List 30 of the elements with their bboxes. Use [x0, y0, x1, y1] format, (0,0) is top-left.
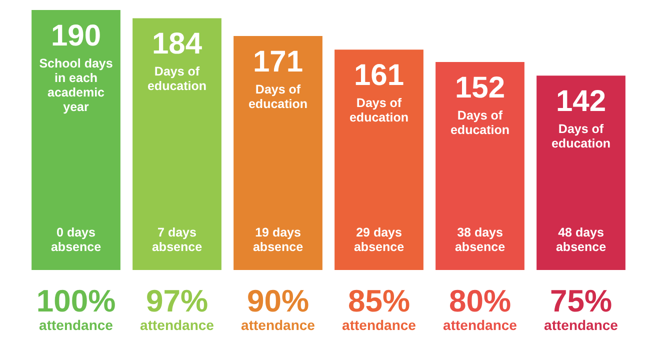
- x-tick-label: 100% attendance: [36, 284, 116, 333]
- bar: [436, 62, 524, 270]
- x-tick-label: 75% attendance: [544, 284, 618, 333]
- annotation: Days of education: [147, 64, 207, 94]
- annotation: 38 days absence: [454, 225, 506, 254]
- bar: [536, 76, 626, 270]
- data-label: 171: [252, 45, 304, 78]
- annotation: 19 days absence: [252, 225, 304, 254]
- annotation: 48 days absence: [556, 225, 606, 254]
- annotation: School days in each academic year: [39, 56, 113, 114]
- data-label: 184: [152, 27, 202, 60]
- x-tick-label: 85% attendance: [342, 284, 416, 333]
- bar: [32, 10, 120, 270]
- x-tick-label: 80% attendance: [443, 284, 518, 333]
- annotation: Days of education: [450, 108, 510, 137]
- x-tick-label: 90% attendance: [241, 284, 316, 333]
- annotation: 0 days absence: [50, 225, 102, 254]
- data-label: 152: [454, 71, 506, 104]
- x-tick-label: 97% attendance: [140, 284, 214, 333]
- data-label: 190: [50, 19, 102, 52]
- data-label: 142: [556, 84, 606, 118]
- bar: [132, 18, 222, 270]
- annotation: 7 days absence: [152, 225, 202, 254]
- bar: [334, 50, 424, 270]
- data-label: 161: [354, 58, 404, 92]
- bar: [234, 36, 322, 270]
- annotation: Days of education: [349, 96, 409, 125]
- annotation: Days of education: [248, 82, 308, 111]
- annotation: 29 days absence: [354, 225, 404, 254]
- annotation: Days of education: [551, 122, 611, 151]
